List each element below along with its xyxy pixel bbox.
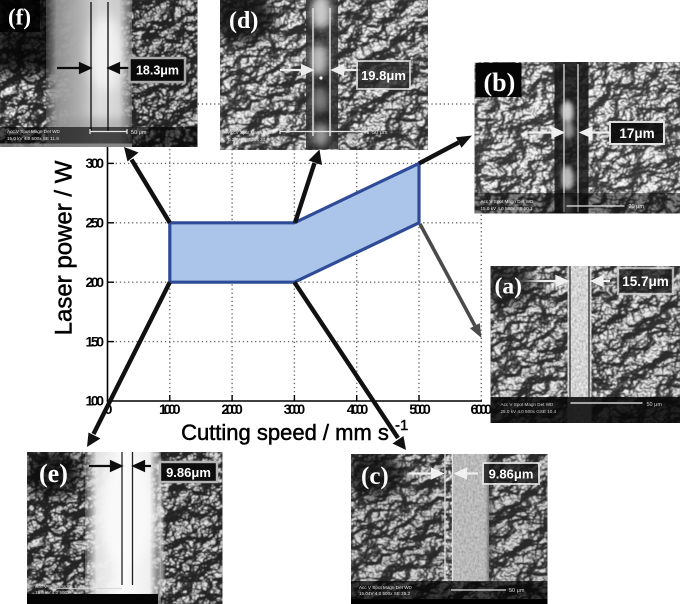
svg-text:0: 0 xyxy=(105,401,113,417)
svg-text:1000: 1000 xyxy=(159,401,181,417)
svg-text:100: 100 xyxy=(86,393,105,409)
svg-text:6000: 6000 xyxy=(471,401,493,417)
svg-text:3000: 3000 xyxy=(284,401,306,417)
svg-text:Acc V Spot Magn Det WD: Acc V Spot Magn Det WD xyxy=(359,585,413,590)
svg-text:15.7μm: 15.7μm xyxy=(622,274,669,289)
svg-text:25.0 kV 4.0 500x GSE 1: 25.0 kV 4.0 500x GSE 10.4 xyxy=(501,409,557,414)
svg-text:0.25V 4.0 500x 21.6: 0.25V 4.0 500x 21.6 xyxy=(228,137,270,142)
svg-text:9.86μm: 9.86μm xyxy=(166,465,211,480)
svg-text:(a): (a) xyxy=(495,274,522,300)
svg-text:50 μm: 50 μm xyxy=(131,130,147,136)
svg-text:18.3μm: 18.3μm xyxy=(136,64,179,78)
svg-text:200: 200 xyxy=(86,274,105,290)
svg-text:17μm: 17μm xyxy=(619,126,654,141)
svg-text:(e): (e) xyxy=(39,459,68,488)
svg-text:15.0 kV 4.0 500x SE 11: 15.0 kV 4.0 500x SE 11.9 xyxy=(7,136,59,141)
svg-text:Acc V Spot Magn Det WD: Acc V Spot Magn Det WD xyxy=(481,199,535,204)
svg-text:9.86μm: 9.86μm xyxy=(489,467,534,482)
svg-text:Acc.V Spot Magn Det WD: Acc.V Spot Magn Det WD xyxy=(7,129,61,134)
svg-text:Laser power / W: Laser power / W xyxy=(51,160,78,335)
svg-text:2000: 2000 xyxy=(221,401,243,417)
svg-text:-1: -1 xyxy=(395,417,408,434)
svg-text:4000: 4000 xyxy=(347,401,369,417)
svg-text:50 μm: 50 μm xyxy=(647,402,663,408)
svg-text:(f): (f) xyxy=(8,5,31,30)
svg-text:300: 300 xyxy=(86,155,105,171)
svg-text:15.04V 4.0 500x SE 25.2: 15.04V 4.0 500x SE 25.2 xyxy=(359,591,411,596)
svg-text:15.0 kV 4.0 500x: 15.0 kV 4.0 500x xyxy=(35,590,70,595)
svg-text:Acc V Spot Magn Det WD: Acc V Spot Magn Det WD xyxy=(501,402,555,407)
svg-text:Cutting speed / mm s: Cutting speed / mm s xyxy=(181,420,389,445)
svg-text:20 μm: 20 μm xyxy=(629,204,645,210)
svg-text:19.8μm: 19.8μm xyxy=(361,68,406,83)
svg-text:250: 250 xyxy=(86,215,105,231)
svg-text:150: 150 xyxy=(86,333,105,349)
svg-text:AccV Spot Magn WD: AccV Spot Magn WD xyxy=(228,130,272,135)
svg-text:(b): (b) xyxy=(484,68,516,97)
svg-text:(d): (d) xyxy=(229,8,258,34)
svg-text:(c): (c) xyxy=(361,463,389,490)
svg-text:5000: 5000 xyxy=(409,401,431,417)
svg-text:50 μm: 50 μm xyxy=(509,588,525,594)
svg-text:15.0 kV 4.0 500x SE 10.1: 15.0 kV 4.0 500x SE 10.1 xyxy=(481,206,534,211)
svg-text:Acc V Spot Magn: Acc V Spot Magn xyxy=(35,584,71,589)
svg-text:50 μm: 50 μm xyxy=(372,130,388,136)
